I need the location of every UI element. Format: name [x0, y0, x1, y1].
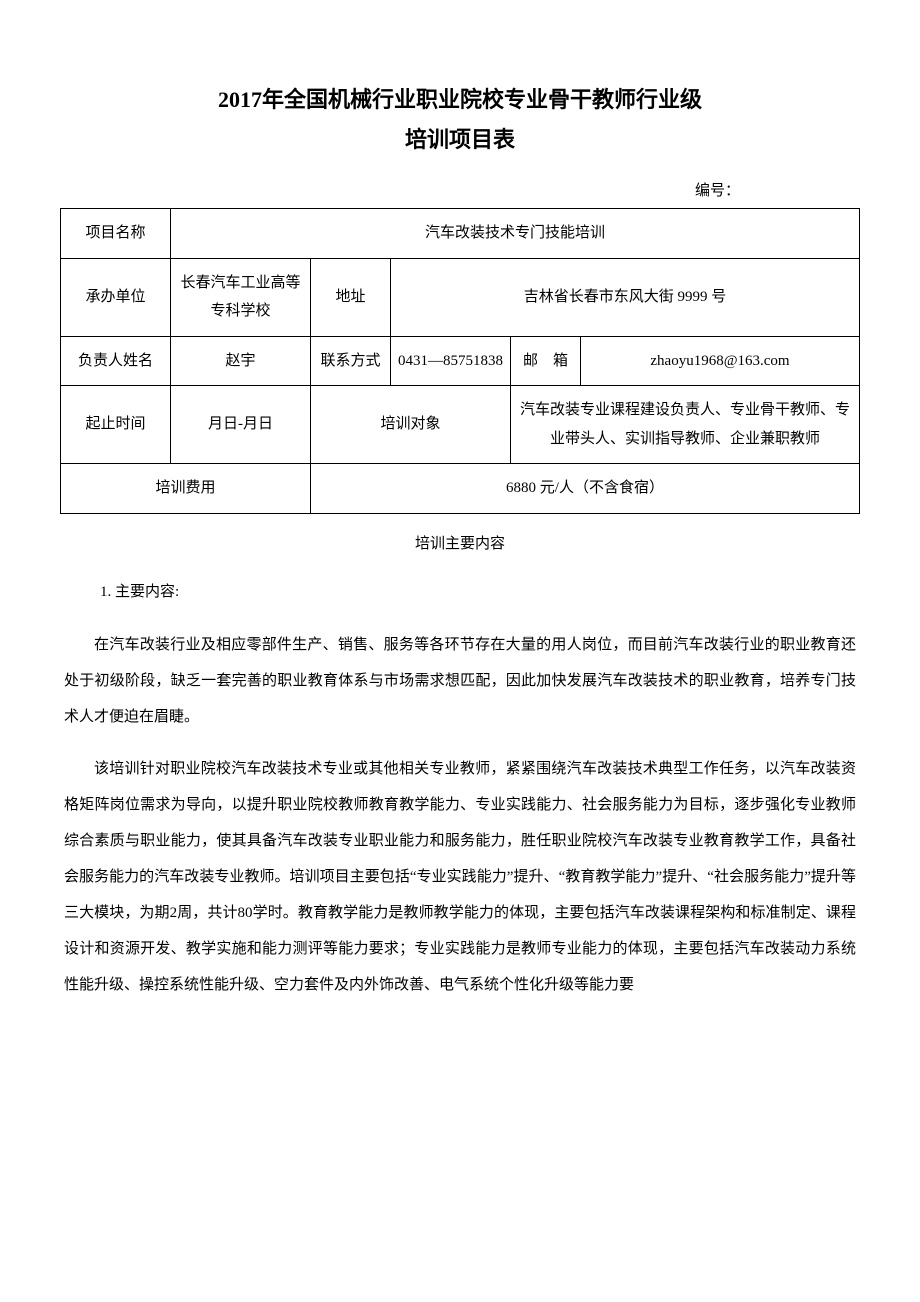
email-label: 邮 箱: [511, 336, 581, 386]
email-value: zhaoyu1968@163.com: [581, 336, 860, 386]
document-title: 2017年全国机械行业职业院校专业骨干教师行业级 培训项目表: [60, 80, 860, 159]
duration-label: 起止时间: [61, 386, 171, 464]
address-value: 吉林省长春市东风大街 9999 号: [391, 258, 860, 336]
content-heading: 1. 主要内容:: [60, 577, 860, 607]
table-row: 负责人姓名 赵宇 联系方式 0431—85751838 邮 箱 zhaoyu19…: [61, 336, 860, 386]
table-row: 承办单位 长春汽车工业高等专科学校 地址 吉林省长春市东风大街 9999 号: [61, 258, 860, 336]
project-name-label: 项目名称: [61, 209, 171, 259]
trainee-value: 汽车改装专业课程建设负责人、专业骨干教师、专业带头人、实训指导教师、企业兼职教师: [511, 386, 860, 464]
content-section-header: 培训主要内容: [60, 532, 860, 553]
fee-label: 培训费用: [61, 464, 311, 514]
trainee-label: 培训对象: [311, 386, 511, 464]
phone-label: 联系方式: [311, 336, 391, 386]
table-row: 起止时间 月日-月日 培训对象 汽车改装专业课程建设负责人、专业骨干教师、专业带…: [61, 386, 860, 464]
organizer-label: 承办单位: [61, 258, 171, 336]
phone-value: 0431—85751838: [391, 336, 511, 386]
duration-value: 月日-月日: [171, 386, 311, 464]
title-line-1: 2017年全国机械行业职业院校专业骨干教师行业级: [60, 80, 860, 120]
paragraph-2: 该培训针对职业院校汽车改装技术专业或其他相关专业教师，紧紧围绕汽车改装技术典型工…: [60, 751, 860, 1003]
table-row: 项目名称 汽车改装技术专门技能培训: [61, 209, 860, 259]
table-row: 培训费用 6880 元/人（不含食宿）: [61, 464, 860, 514]
project-info-table: 项目名称 汽车改装技术专门技能培训 承办单位 长春汽车工业高等专科学校 地址 吉…: [60, 208, 860, 514]
fee-value: 6880 元/人（不含食宿）: [311, 464, 860, 514]
title-line-2: 培训项目表: [60, 120, 860, 160]
document-number: 编号：: [60, 179, 860, 200]
address-label: 地址: [311, 258, 391, 336]
paragraph-1: 在汽车改装行业及相应零部件生产、销售、服务等各环节存在大量的用人岗位，而目前汽车…: [60, 627, 860, 735]
project-name-value: 汽车改装技术专门技能培训: [171, 209, 860, 259]
contact-name-value: 赵宇: [171, 336, 311, 386]
contact-name-label: 负责人姓名: [61, 336, 171, 386]
organizer-value: 长春汽车工业高等专科学校: [171, 258, 311, 336]
